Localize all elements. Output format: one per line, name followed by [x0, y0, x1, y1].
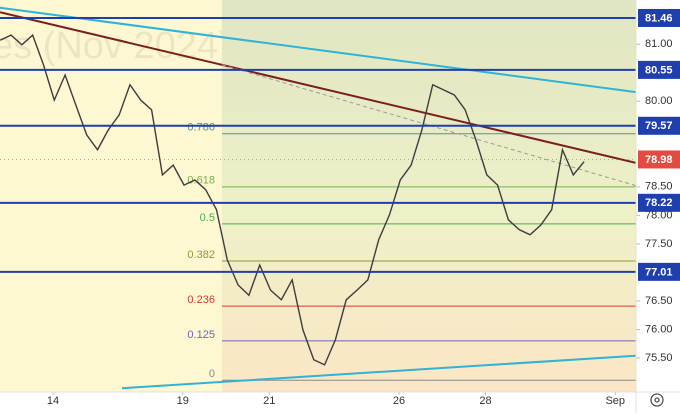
level-label-box — [638, 193, 680, 212]
level-label-box — [638, 60, 680, 79]
level-label: 78.22 — [645, 197, 673, 209]
last-price-box — [638, 150, 680, 169]
x-tick-label: 14 — [47, 395, 59, 407]
level-label-box — [638, 262, 680, 281]
price-line — [0, 33, 585, 366]
x-tick-label: 28 — [479, 395, 491, 407]
level-label: 80.55 — [645, 64, 673, 76]
x-tick-label: 19 — [177, 395, 189, 407]
y-tick-label: 77.50 — [645, 238, 673, 250]
settings-icon[interactable] — [650, 393, 664, 407]
trendline — [221, 64, 637, 187]
level-label-box — [638, 8, 680, 27]
level-label-box — [638, 116, 680, 135]
y-tick-label: 76.00 — [645, 323, 673, 335]
y-tick-label: 81.00 — [645, 38, 673, 50]
level-label: 79.57 — [645, 120, 673, 132]
trendline — [0, 11, 637, 164]
y-tick-label: 78.00 — [645, 209, 673, 221]
y-tick-label: 75.50 — [645, 352, 673, 364]
fib-label: 0.618 — [187, 175, 215, 187]
last-price-label: 78.98 — [645, 154, 673, 166]
fib-label: 0.5 — [200, 212, 215, 224]
fib-label: 0.125 — [187, 329, 215, 341]
trendline — [121, 354, 637, 390]
trendline — [0, 6, 637, 94]
level-label: 77.01 — [645, 266, 673, 278]
y-tick-label: 76.50 — [645, 295, 673, 307]
x-tick-label: 26 — [393, 395, 405, 407]
fib-label: 0.382 — [187, 249, 215, 261]
y-tick-label: 78.50 — [645, 181, 673, 193]
watermark: es (Nov 2024) — [0, 25, 231, 67]
level-label: 81.46 — [645, 12, 673, 24]
x-tick-label: Sep — [605, 395, 625, 407]
fib-zone — [221, 0, 637, 392]
fib-label: 0 — [209, 368, 215, 380]
fib-label: 0.786 — [187, 122, 215, 134]
fib-label: 0.236 — [187, 294, 215, 306]
x-tick-label: 21 — [263, 395, 275, 407]
y-tick-label: 80.00 — [645, 95, 673, 107]
